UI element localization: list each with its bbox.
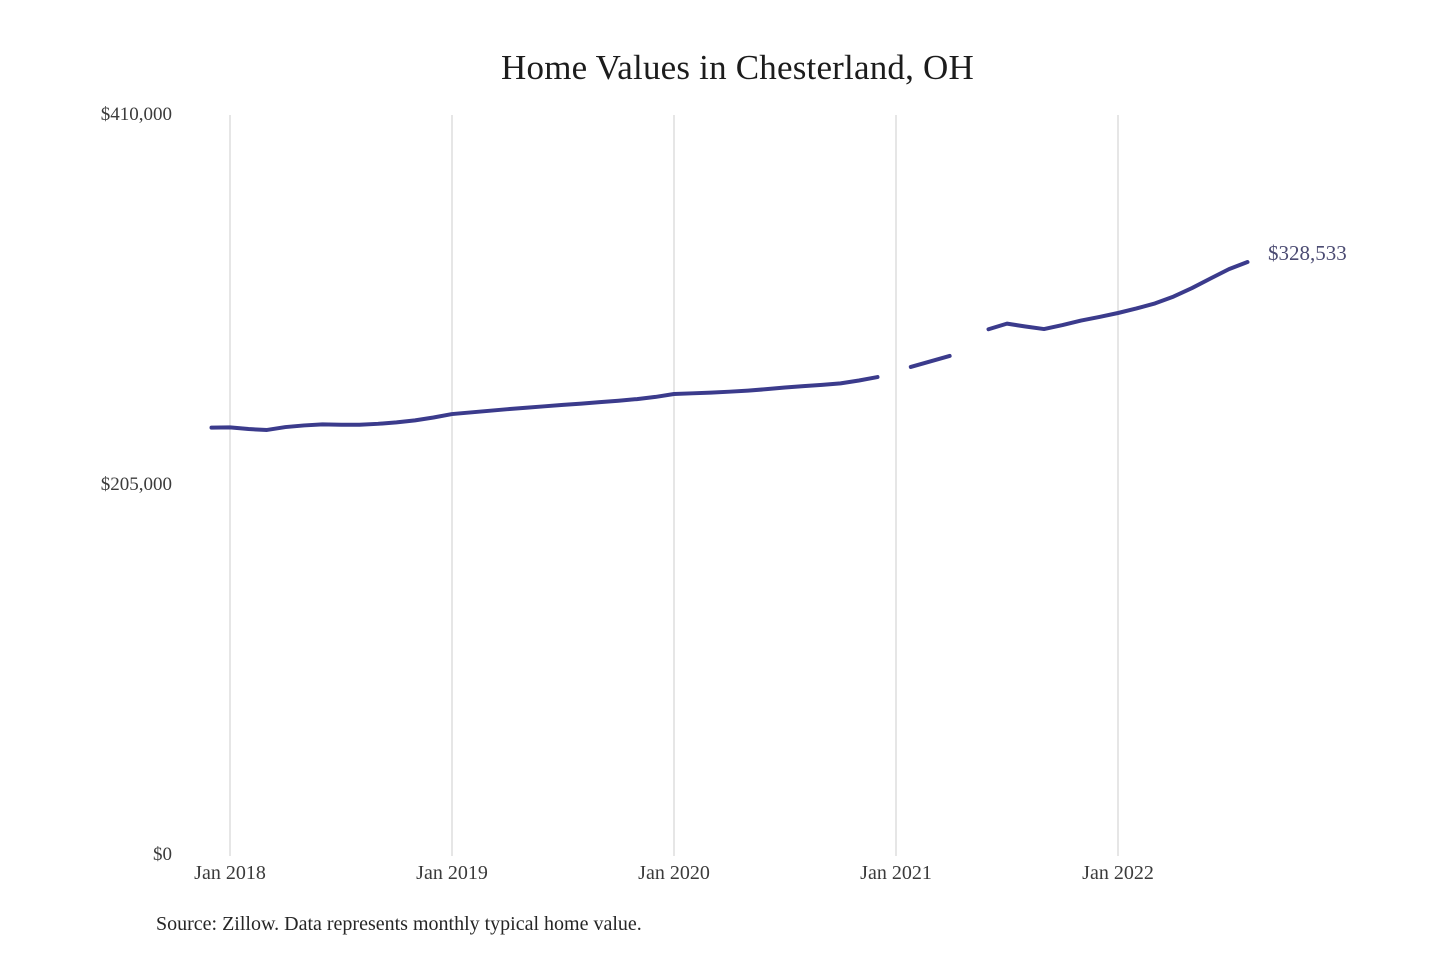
source-note: Source: Zillow. Data represents monthly … <box>156 913 642 935</box>
x-tick-label: Jan 2019 <box>416 862 488 884</box>
y-tick-label: $205,000 <box>100 474 172 495</box>
home-value-line-segment-solid <box>986 260 1250 332</box>
home-value-line-segment-solid <box>209 375 880 432</box>
x-tick-label: Jan 2021 <box>860 862 932 884</box>
y-tick-label: $0 <box>153 844 172 865</box>
x-tick-label: Jan 2020 <box>638 862 710 884</box>
chart-title: Home Values in Chesterland, OH <box>501 48 974 87</box>
gridlines <box>229 115 1119 856</box>
y-tick-label: $410,000 <box>100 104 172 125</box>
x-tick-label: Jan 2018 <box>194 862 266 884</box>
home-value-line-series <box>209 260 1250 432</box>
end-value-label: $328,533 <box>1268 241 1347 265</box>
x-tick-label: Jan 2022 <box>1082 862 1154 884</box>
home-value-line-segment-dash <box>908 353 952 369</box>
